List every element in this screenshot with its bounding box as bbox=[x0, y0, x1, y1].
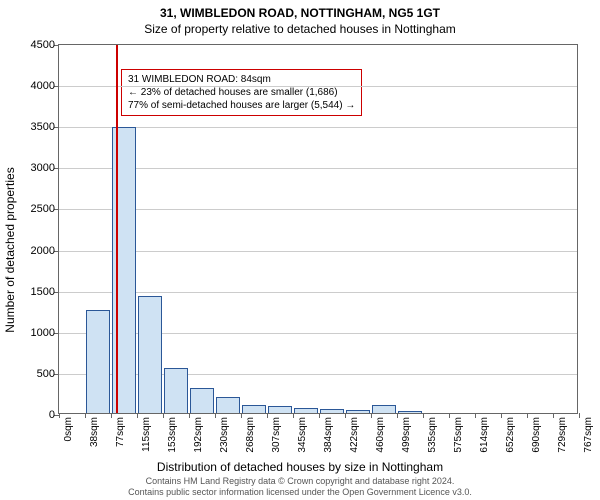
bar bbox=[138, 296, 161, 413]
xtick-mark bbox=[371, 413, 372, 418]
xtick-label: 652sqm bbox=[505, 417, 516, 453]
reference-line bbox=[116, 45, 118, 413]
xtick-label: 767sqm bbox=[583, 417, 594, 453]
xtick-mark bbox=[111, 413, 112, 418]
gridline-h bbox=[59, 333, 577, 334]
x-axis-label: Distribution of detached houses by size … bbox=[0, 460, 600, 474]
annotation-line-3: 77% of semi-detached houses are larger (… bbox=[128, 99, 355, 112]
footer-text: Contains HM Land Registry data © Crown c… bbox=[0, 476, 600, 498]
xtick-label: 77sqm bbox=[115, 417, 126, 447]
ytick-label: 1000 bbox=[31, 327, 55, 339]
xtick-mark bbox=[85, 413, 86, 418]
ytick-label: 4000 bbox=[31, 80, 55, 92]
xtick-mark bbox=[449, 413, 450, 418]
ytick-label: 1500 bbox=[31, 286, 55, 298]
xtick-label: 499sqm bbox=[401, 417, 412, 453]
xtick-label: 153sqm bbox=[167, 417, 178, 453]
xtick-label: 690sqm bbox=[531, 417, 542, 453]
bar bbox=[164, 368, 187, 413]
footer-line-2: Contains public sector information licen… bbox=[0, 487, 600, 498]
xtick-mark bbox=[501, 413, 502, 418]
ytick-label: 2000 bbox=[31, 245, 55, 257]
xtick-label: 0sqm bbox=[63, 417, 74, 441]
xtick-label: 345sqm bbox=[297, 417, 308, 453]
xtick-label: 460sqm bbox=[375, 417, 386, 453]
xtick-label: 230sqm bbox=[219, 417, 230, 453]
xtick-label: 535sqm bbox=[427, 417, 438, 453]
xtick-label: 614sqm bbox=[479, 417, 490, 453]
gridline-h bbox=[59, 374, 577, 375]
ytick-label: 3500 bbox=[31, 121, 55, 133]
gridline-h bbox=[59, 86, 577, 87]
ytick-label: 2500 bbox=[31, 203, 55, 215]
xtick-label: 422sqm bbox=[349, 417, 360, 453]
ytick-label: 500 bbox=[37, 368, 55, 380]
annotation-line-1: 31 WIMBLEDON ROAD: 84sqm bbox=[128, 73, 355, 86]
xtick-label: 307sqm bbox=[271, 417, 282, 453]
annotation-box: 31 WIMBLEDON ROAD: 84sqm ← 23% of detach… bbox=[121, 69, 362, 116]
bar bbox=[346, 410, 369, 413]
chart-title-2: Size of property relative to detached ho… bbox=[0, 20, 600, 36]
y-axis-label: Number of detached properties bbox=[3, 167, 17, 332]
bar bbox=[242, 405, 265, 413]
annotation-line-2: ← 23% of detached houses are smaller (1,… bbox=[128, 86, 355, 99]
bar bbox=[372, 405, 395, 413]
xtick-mark bbox=[423, 413, 424, 418]
bar bbox=[216, 397, 239, 413]
gridline-h bbox=[59, 292, 577, 293]
ytick-label: 3000 bbox=[31, 162, 55, 174]
xtick-label: 575sqm bbox=[453, 417, 464, 453]
xtick-mark bbox=[241, 413, 242, 418]
xtick-label: 192sqm bbox=[193, 417, 204, 453]
gridline-h bbox=[59, 251, 577, 252]
xtick-mark bbox=[137, 413, 138, 418]
bar bbox=[268, 406, 291, 413]
xtick-label: 384sqm bbox=[323, 417, 334, 453]
xtick-mark bbox=[527, 413, 528, 418]
xtick-label: 268sqm bbox=[245, 417, 256, 453]
xtick-mark bbox=[267, 413, 268, 418]
xtick-mark bbox=[475, 413, 476, 418]
xtick-mark bbox=[189, 413, 190, 418]
chart-container: 31, WIMBLEDON ROAD, NOTTINGHAM, NG5 1GT … bbox=[0, 0, 600, 500]
xtick-mark bbox=[59, 413, 60, 418]
plot-area: 31 WIMBLEDON ROAD: 84sqm ← 23% of detach… bbox=[58, 44, 578, 414]
bar bbox=[86, 310, 109, 413]
xtick-mark bbox=[553, 413, 554, 418]
ytick-label: 4500 bbox=[31, 39, 55, 51]
bar bbox=[294, 408, 317, 413]
xtick-mark bbox=[319, 413, 320, 418]
xtick-label: 115sqm bbox=[141, 417, 152, 452]
xtick-mark bbox=[397, 413, 398, 418]
ytick-label: 0 bbox=[49, 409, 55, 421]
bar bbox=[190, 388, 213, 413]
bar bbox=[320, 409, 343, 413]
xtick-mark bbox=[163, 413, 164, 418]
xtick-mark bbox=[215, 413, 216, 418]
xtick-label: 38sqm bbox=[89, 417, 100, 447]
gridline-h bbox=[59, 127, 577, 128]
footer-line-1: Contains HM Land Registry data © Crown c… bbox=[0, 476, 600, 487]
chart-title-1: 31, WIMBLEDON ROAD, NOTTINGHAM, NG5 1GT bbox=[0, 0, 600, 20]
gridline-h bbox=[59, 209, 577, 210]
bar bbox=[398, 411, 421, 413]
xtick-label: 729sqm bbox=[557, 417, 568, 453]
xtick-mark bbox=[345, 413, 346, 418]
xtick-mark bbox=[579, 413, 580, 418]
gridline-h bbox=[59, 168, 577, 169]
xtick-mark bbox=[293, 413, 294, 418]
